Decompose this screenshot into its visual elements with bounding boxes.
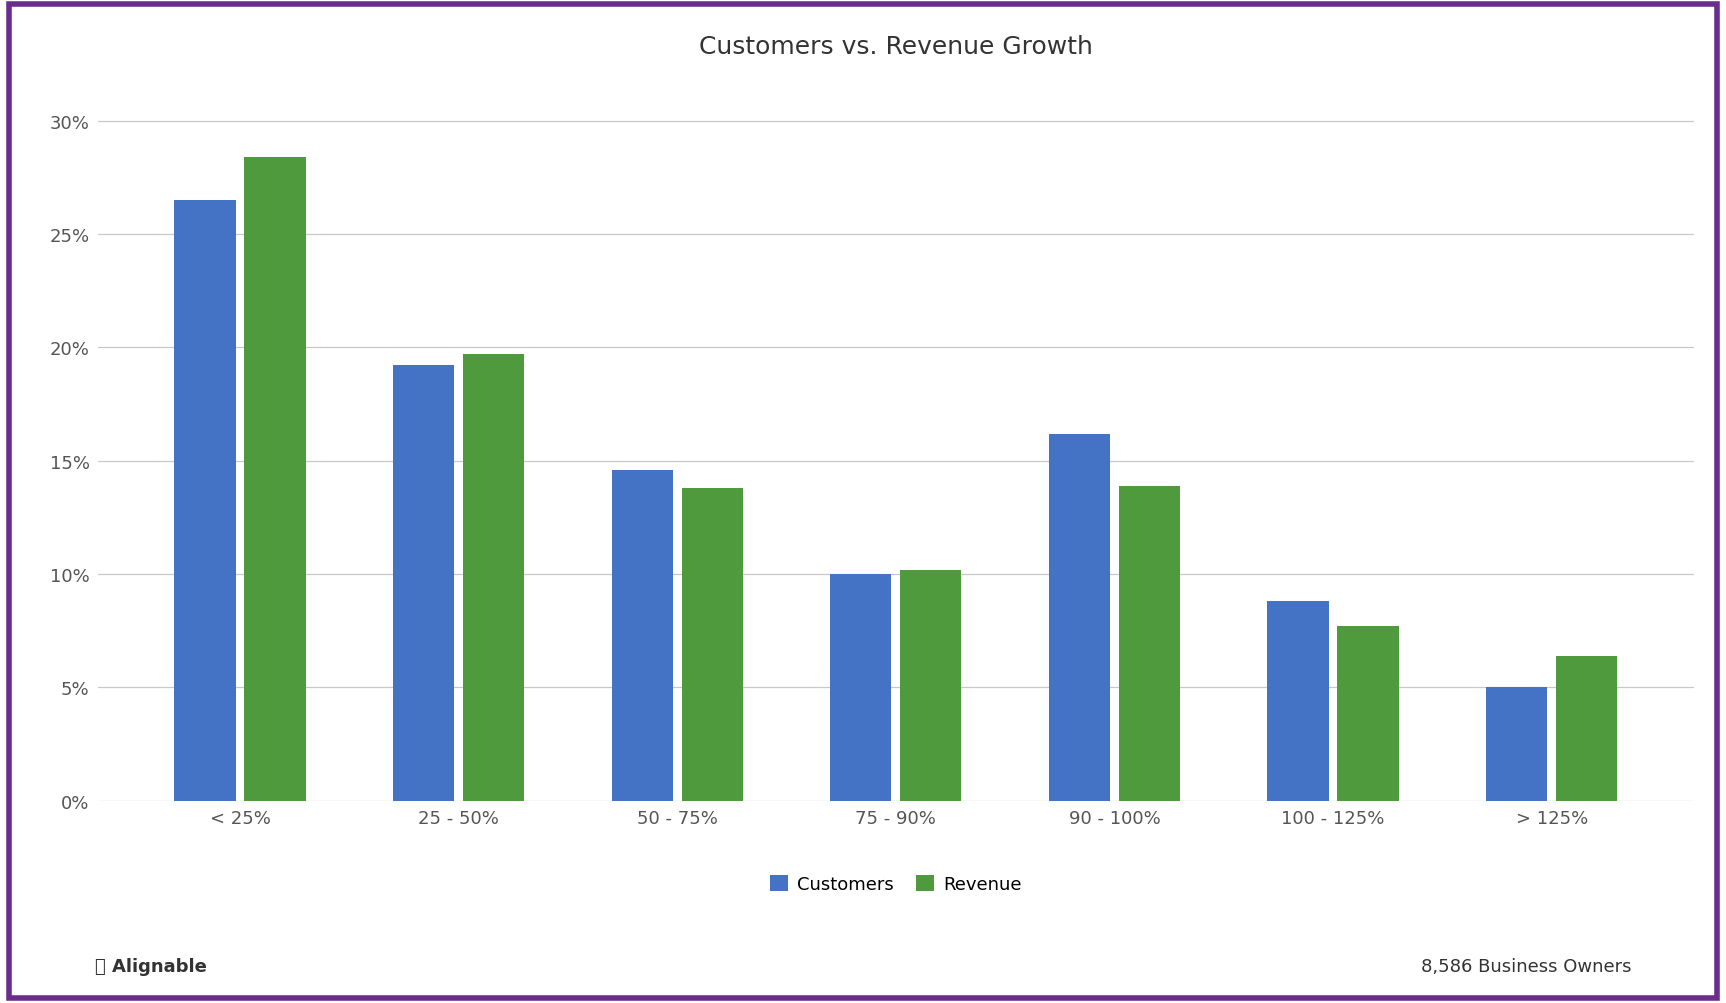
- Title: Customers vs. Revenue Growth: Customers vs. Revenue Growth: [699, 35, 1093, 59]
- Bar: [1486, 688, 1546, 801]
- Bar: [1049, 434, 1110, 801]
- Bar: [611, 470, 673, 801]
- Bar: [1338, 627, 1398, 801]
- Bar: [394, 366, 454, 801]
- Bar: [245, 157, 306, 801]
- Bar: [174, 201, 236, 801]
- Text: Ⓛ Alignable: Ⓛ Alignable: [95, 957, 207, 975]
- Bar: [830, 575, 892, 801]
- Legend: Customers, Revenue: Customers, Revenue: [770, 876, 1022, 894]
- Bar: [682, 488, 742, 801]
- Bar: [901, 570, 961, 801]
- Bar: [463, 355, 525, 801]
- Bar: [1267, 602, 1329, 801]
- Bar: [1118, 486, 1181, 801]
- Text: 8,586 Business Owners: 8,586 Business Owners: [1420, 957, 1631, 975]
- Bar: [1557, 656, 1617, 801]
